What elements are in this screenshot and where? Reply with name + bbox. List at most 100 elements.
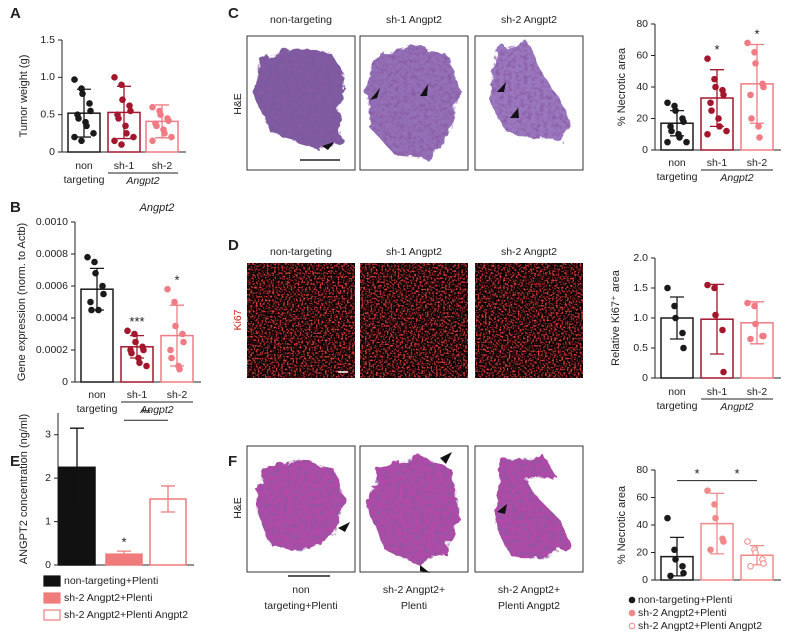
data-point <box>100 290 107 298</box>
y-tick-label: 1.0 <box>633 312 648 324</box>
data-point <box>752 549 759 556</box>
image-label: non-targeting <box>270 246 332 258</box>
data-point <box>71 133 78 141</box>
legend-label: non-targeting+Plenti <box>64 575 158 587</box>
data-point <box>720 91 727 99</box>
data-point <box>672 107 679 114</box>
y-tick-label: 0 <box>49 146 55 158</box>
data-point <box>126 102 133 110</box>
legend-swatch <box>628 596 636 604</box>
y-tick-label: 0 <box>642 574 648 586</box>
data-point <box>118 141 125 148</box>
data-point <box>92 269 99 277</box>
data-point <box>704 487 711 494</box>
data-point <box>744 299 751 307</box>
y-axis-label: Gene expression (norm. to Actb) <box>16 223 28 381</box>
error-bar <box>710 283 724 355</box>
x-tick-label: targeting <box>657 400 698 412</box>
legend-label: sh-2 Angpt2+Plenti Angpt2 <box>64 609 188 621</box>
y-tick-label: 0.5 <box>633 342 648 354</box>
data-point <box>71 76 78 83</box>
y-tick-label: 1.5 <box>633 282 648 294</box>
x-tick-label: non <box>88 389 106 401</box>
data-point <box>707 546 714 554</box>
data-point <box>124 327 131 335</box>
data-point <box>165 117 172 124</box>
data-point <box>748 115 755 122</box>
data-point <box>99 282 106 290</box>
data-point <box>123 130 130 137</box>
data-point <box>172 322 179 330</box>
image-label: sh-1 Angpt2 <box>386 14 442 26</box>
panel-letter: D <box>228 237 239 254</box>
data-point <box>747 335 754 343</box>
significance: * <box>714 42 719 57</box>
y-tick-label: 2 <box>45 472 51 484</box>
x-tick-label: sh-1 <box>707 386 728 398</box>
image-label: sh-1 Angpt2 <box>386 246 442 258</box>
data-point <box>747 562 754 570</box>
data-point <box>679 329 686 337</box>
data-point <box>167 346 174 354</box>
y-tick-label: 0 <box>642 372 648 384</box>
data-point <box>128 349 135 357</box>
significance: * <box>121 535 126 550</box>
data-point <box>115 115 122 122</box>
data-point <box>712 83 719 91</box>
y-tick-label: 60 <box>636 49 648 61</box>
data-point <box>111 74 118 81</box>
ki67-images <box>247 263 583 378</box>
data-point <box>712 311 719 319</box>
panel-letter: F <box>228 453 237 470</box>
error-bar <box>117 550 131 558</box>
image-label: non <box>292 584 310 596</box>
data-point <box>711 284 718 292</box>
data-point <box>84 253 91 261</box>
data-point <box>176 365 183 373</box>
y-tick-label: 0 <box>642 144 648 156</box>
image-label: sh-2 Angpt2 <box>501 246 557 258</box>
data-point <box>683 138 690 146</box>
data-point <box>668 127 675 135</box>
data-point <box>760 560 767 567</box>
error-bar <box>750 43 764 124</box>
data-point <box>747 91 754 99</box>
data-point <box>744 538 751 545</box>
legend-label: non-targeting+Plenti <box>638 594 732 606</box>
data-point <box>91 258 98 266</box>
x-tick-label: sh-2 <box>747 157 768 169</box>
image-label: non-targeting <box>270 14 332 26</box>
y-axis-label: ANGPT2 concentration (ng/ml) <box>18 414 30 564</box>
y-tick-label: 60 <box>636 491 648 503</box>
significance: * <box>174 273 179 288</box>
y-axis-label: Relative Ki67⁺ area <box>610 269 622 366</box>
stain-label: H&E <box>232 93 244 115</box>
data-point <box>168 354 175 362</box>
data-point <box>131 330 138 338</box>
data-point <box>664 514 671 522</box>
x-tick-label: targeting <box>657 171 698 183</box>
he-images-c <box>246 35 584 171</box>
panel-letter: A <box>10 5 21 22</box>
image-label: Plenti <box>401 600 427 612</box>
data-point <box>75 115 82 122</box>
data-point <box>149 103 156 111</box>
data-point <box>751 302 758 310</box>
error-bar <box>70 427 84 508</box>
data-point <box>716 123 723 130</box>
group-label: Angpt2 <box>719 401 753 413</box>
data-point <box>664 99 671 107</box>
data-point <box>760 83 767 91</box>
x-tick-label: targeting <box>64 174 105 186</box>
data-point <box>756 134 763 141</box>
y-tick-label: 40 <box>636 519 648 531</box>
data-point <box>720 368 727 376</box>
x-tick-label: non <box>668 386 686 398</box>
data-point <box>122 122 129 130</box>
legend-swatch <box>628 622 636 630</box>
data-point <box>87 298 94 306</box>
data-point <box>720 538 727 545</box>
data-point <box>664 138 671 146</box>
data-point <box>95 306 102 314</box>
bracket-label: * <box>694 466 699 481</box>
